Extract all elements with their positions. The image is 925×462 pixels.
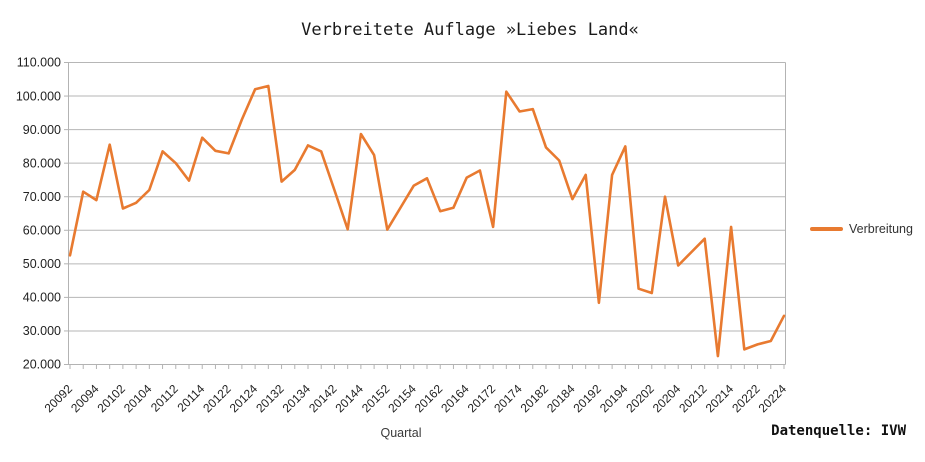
- source-note: Datenquelle: IVW: [771, 423, 906, 439]
- x-tick-label: 20094: [68, 381, 102, 415]
- x-tick-label: 20164: [438, 381, 472, 415]
- x-tick-label: 20122: [200, 381, 234, 415]
- x-tick-label: 20112: [148, 381, 181, 414]
- x-tick-label: 20144: [333, 381, 367, 415]
- y-tick-label: 20.000: [23, 358, 61, 372]
- y-tick-label: 70.000: [23, 190, 61, 204]
- x-tick-label: 20142: [306, 381, 340, 415]
- x-tick-label: 20194: [597, 381, 631, 415]
- x-tick-label: 20214: [703, 381, 737, 415]
- x-tick-label: 20134: [280, 381, 314, 415]
- legend-series-label: Verbreitung: [849, 222, 913, 236]
- x-tick-label: 20152: [359, 381, 393, 415]
- x-tick-label: 20154: [385, 381, 419, 415]
- series-line-verbreitung: [68, 84, 786, 358]
- x-tick-label: 20182: [518, 381, 552, 415]
- y-tick-label: 60.000: [23, 223, 61, 237]
- y-tick-label: 30.000: [23, 324, 61, 338]
- x-tick-label: 20224: [756, 381, 790, 415]
- x-tick-label: 20212: [676, 381, 710, 415]
- x-tick-label: 20184: [544, 381, 578, 415]
- legend-line-swatch: [810, 227, 843, 231]
- y-tick-label: 80.000: [23, 156, 61, 170]
- y-tick-label: 90.000: [23, 123, 61, 137]
- x-tick-label: 20132: [253, 381, 287, 415]
- x-tick-label: 20102: [95, 381, 129, 415]
- x-tick-label: 20092: [42, 381, 76, 415]
- chart-title: Verbreitete Auflage »Liebes Land«: [301, 20, 639, 40]
- y-tick-label: 40.000: [23, 291, 61, 305]
- legend: Verbreitung: [810, 222, 913, 236]
- x-tick-label: 20162: [412, 381, 446, 415]
- x-tick-label: 20204: [650, 381, 684, 415]
- x-tick-label: 20222: [729, 381, 763, 415]
- x-tick-label: 20114: [174, 381, 207, 414]
- x-tick-label: 20192: [571, 381, 605, 415]
- x-axis-title: Quartal: [380, 426, 422, 440]
- x-tick-label: 20174: [491, 381, 525, 415]
- x-tick-label: 20202: [623, 381, 657, 415]
- x-tick-label: 20104: [121, 381, 155, 415]
- y-tick-label: 100.000: [16, 89, 61, 103]
- x-tick-label: 20124: [227, 381, 261, 415]
- y-tick-label: 110.000: [17, 56, 61, 70]
- x-tick-label: 20172: [465, 381, 499, 415]
- y-tick-label: 50.000: [23, 257, 61, 271]
